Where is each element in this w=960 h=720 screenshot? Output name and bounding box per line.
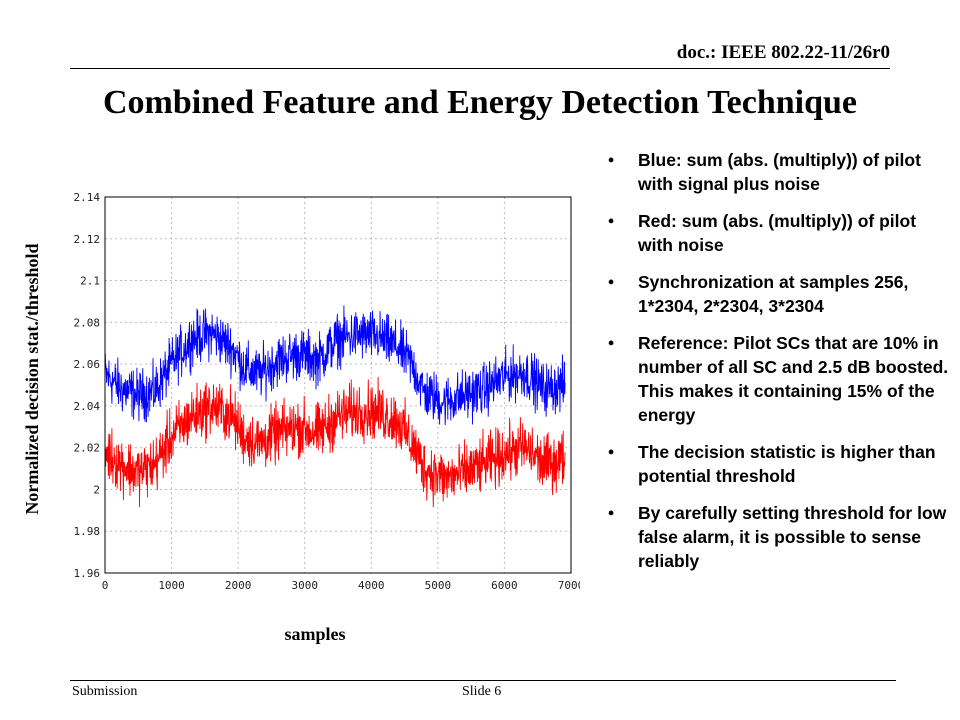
x-tick-label: 7000: [558, 579, 580, 592]
footer-divider: [70, 680, 896, 681]
x-tick-label: 0: [102, 579, 109, 592]
y-tick-label: 2.14: [74, 191, 101, 204]
bullet-text: By carefully setting threshold for low f…: [638, 503, 947, 571]
y-tick-label: 2.12: [74, 233, 101, 246]
footer-slide-number: Slide 6: [462, 684, 502, 699]
x-tick-label: 5000: [425, 579, 452, 592]
series-line-2: [104, 376, 566, 508]
bullet-marker: •: [608, 333, 615, 353]
x-tick-label: 6000: [491, 579, 518, 592]
decision-statistic-chart: 0 1000 2000 3000 4000 5000 6000 7000 1.96 1.98 2 2.…: [74, 191, 581, 592]
chart-grid: [105, 197, 571, 573]
x-axis-label: samples: [284, 624, 346, 644]
bullet-marker: •: [608, 503, 615, 523]
x-tick-label: 3000: [291, 579, 318, 592]
header-divider: [70, 68, 890, 69]
bullet-text: Blue: sum (abs. (multiply)) of pilot wit…: [638, 150, 921, 194]
bullet-item: • Blue: sum (abs. (multiply)) of pilot wi…: [604, 148, 949, 196]
bullet-item: • The decision statistic is higher than p…: [604, 440, 949, 488]
bullet-item: • Reference: Pilot SCs that are 10% in nu…: [604, 331, 949, 427]
footer-submission: Submission: [72, 684, 138, 699]
bullet-text: The decision statistic is higher than po…: [638, 442, 936, 486]
bullet-item: • Red: sum (abs. (multiply)) of pilot wit…: [604, 209, 949, 257]
bullet-marker: •: [608, 272, 615, 292]
y-tick-label: 2.08: [74, 316, 101, 329]
y-tick-label: 1.96: [74, 567, 101, 580]
bullet-item: • Synchronization at samples 256, 1*2304,…: [604, 270, 949, 318]
bullet-text: Synchronization at samples 256, 1*2304, …: [638, 272, 909, 316]
bullet-marker: •: [608, 211, 615, 231]
y-tick-label: 1.98: [74, 525, 101, 538]
bullet-marker: •: [608, 442, 615, 462]
plot-area-frame: [104, 196, 572, 574]
bullet-item: • By carefully setting threshold for low …: [604, 501, 949, 573]
bullet-text: Red: sum (abs. (multiply)) of pilot with…: [638, 211, 917, 255]
y-tick-label: 2.06: [74, 358, 101, 371]
chart-series: [104, 305, 566, 508]
y-tick-label: 2.04: [74, 400, 101, 413]
x-tick-label: 2000: [225, 579, 252, 592]
series-line-1: [104, 305, 566, 426]
slide-title: Combined Feature and Energy Detection Te…: [102, 84, 857, 121]
chart-ticks: 0 1000 2000 3000 4000 5000 6000 7000 1.96 1.98 2 2.…: [74, 191, 581, 592]
y-tick-label: 2.02: [74, 442, 101, 455]
y-tick-label: 2: [93, 483, 100, 496]
bullet-text: Reference: Pilot SCs that are 10% in num…: [638, 333, 949, 425]
y-axis-label: Normalized decision stat./threshold: [22, 243, 42, 515]
x-tick-label: 4000: [358, 579, 385, 592]
bullet-list: • Blue: sum (abs. (multiply)) of pilot wi…: [604, 148, 949, 586]
document-id: doc.: IEEE 802.22-11/26r0: [676, 42, 890, 63]
bullet-marker: •: [608, 150, 615, 170]
x-tick-label: 1000: [158, 579, 185, 592]
y-tick-label: 2.1: [80, 275, 100, 288]
